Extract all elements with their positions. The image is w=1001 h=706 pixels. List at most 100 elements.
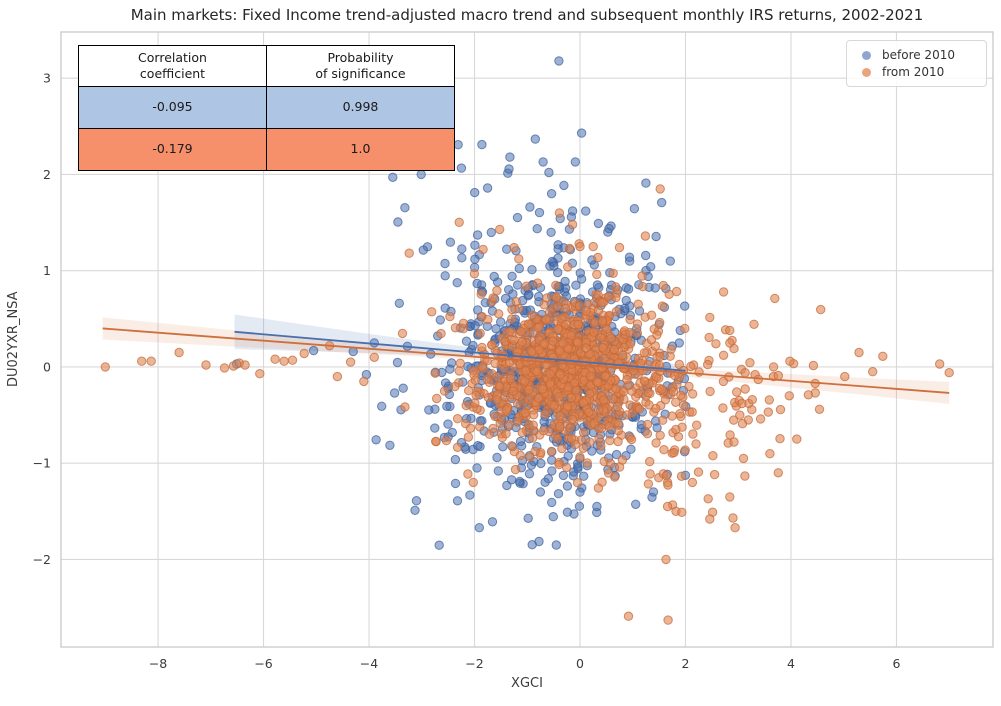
- point: [270, 354, 280, 364]
- point: [516, 327, 526, 337]
- point: [609, 344, 619, 355]
- point: [534, 291, 544, 302]
- point: [648, 487, 659, 497]
- point: [440, 258, 450, 269]
- point: [483, 314, 493, 325]
- point: [613, 425, 623, 436]
- point: [536, 458, 546, 469]
- point: [684, 381, 694, 392]
- table-header-correlation: Correlation coefficient: [78, 45, 267, 87]
- table-cell-prob-before-2010: 0.998: [266, 86, 455, 129]
- point: [768, 362, 779, 372]
- point: [677, 507, 687, 517]
- point: [664, 289, 674, 299]
- point: [687, 407, 697, 417]
- point: [471, 390, 481, 401]
- table-cell-corr-from-2010: -0.179: [78, 128, 267, 171]
- point: [661, 471, 672, 481]
- point: [493, 466, 503, 476]
- point: [255, 369, 265, 379]
- point: [546, 446, 557, 457]
- point: [470, 187, 480, 198]
- point: [558, 470, 569, 481]
- point: [528, 420, 538, 430]
- point: [740, 471, 750, 481]
- point: [470, 398, 480, 408]
- point: [524, 469, 535, 479]
- point: [487, 340, 497, 350]
- point: [581, 343, 591, 353]
- point: [692, 420, 702, 430]
- point: [388, 172, 398, 183]
- point: [551, 280, 561, 290]
- point: [646, 310, 657, 320]
- point: [532, 224, 542, 234]
- point: [443, 419, 453, 429]
- point: [569, 467, 579, 477]
- point: [559, 180, 569, 191]
- point: [441, 435, 452, 446]
- x-tick-label: −2: [465, 656, 483, 671]
- point: [482, 183, 493, 193]
- point: [525, 452, 535, 462]
- point: [506, 475, 517, 485]
- point: [868, 367, 878, 377]
- point: [814, 404, 825, 414]
- point: [586, 371, 596, 381]
- point: [620, 303, 630, 313]
- point: [445, 364, 455, 374]
- point: [634, 404, 645, 414]
- point: [439, 386, 450, 396]
- table-header-probability: Probability of significance: [266, 45, 455, 87]
- table-cell-prob-from-2010: 1.0: [266, 128, 455, 171]
- point: [711, 339, 721, 349]
- table-header-line: coefficient: [139, 66, 206, 81]
- point: [651, 438, 661, 448]
- point: [541, 314, 551, 324]
- point: [385, 440, 395, 450]
- point: [563, 451, 573, 461]
- point: [642, 429, 653, 439]
- point: [676, 390, 686, 400]
- point: [617, 455, 628, 465]
- point: [411, 496, 422, 506]
- point: [521, 281, 532, 291]
- point: [667, 411, 677, 421]
- point: [596, 441, 606, 451]
- point: [540, 477, 550, 487]
- point: [589, 327, 599, 337]
- point: [545, 379, 555, 389]
- point: [555, 370, 565, 380]
- point: [530, 446, 540, 457]
- point: [369, 352, 379, 362]
- point: [705, 312, 715, 323]
- point: [592, 501, 602, 512]
- point: [646, 262, 656, 272]
- point: [671, 424, 681, 435]
- point: [554, 208, 565, 218]
- point: [764, 395, 774, 405]
- point: [729, 437, 739, 447]
- tick-labels: −8 −6 −4 −2 0 2 4 6 −2 −1 0 1 2 3: [33, 71, 901, 671]
- point: [576, 128, 587, 138]
- chart-title: Main markets: Fixed Income trend-adjuste…: [130, 6, 924, 24]
- point: [645, 456, 655, 467]
- point: [566, 433, 577, 444]
- point: [553, 244, 563, 254]
- point: [554, 56, 564, 66]
- x-tick-label: 6: [893, 656, 901, 671]
- point: [652, 330, 662, 340]
- point: [397, 328, 408, 339]
- point: [564, 243, 575, 254]
- point: [527, 347, 537, 357]
- x-tick-label: −4: [360, 656, 378, 671]
- point: [515, 478, 525, 488]
- point: [430, 423, 440, 433]
- point: [432, 393, 442, 404]
- point: [605, 458, 616, 469]
- legend-marker-from-2010-icon: [862, 67, 871, 77]
- point: [763, 407, 773, 417]
- x-tick-label: 2: [682, 656, 690, 671]
- point: [604, 223, 614, 234]
- point: [565, 423, 575, 433]
